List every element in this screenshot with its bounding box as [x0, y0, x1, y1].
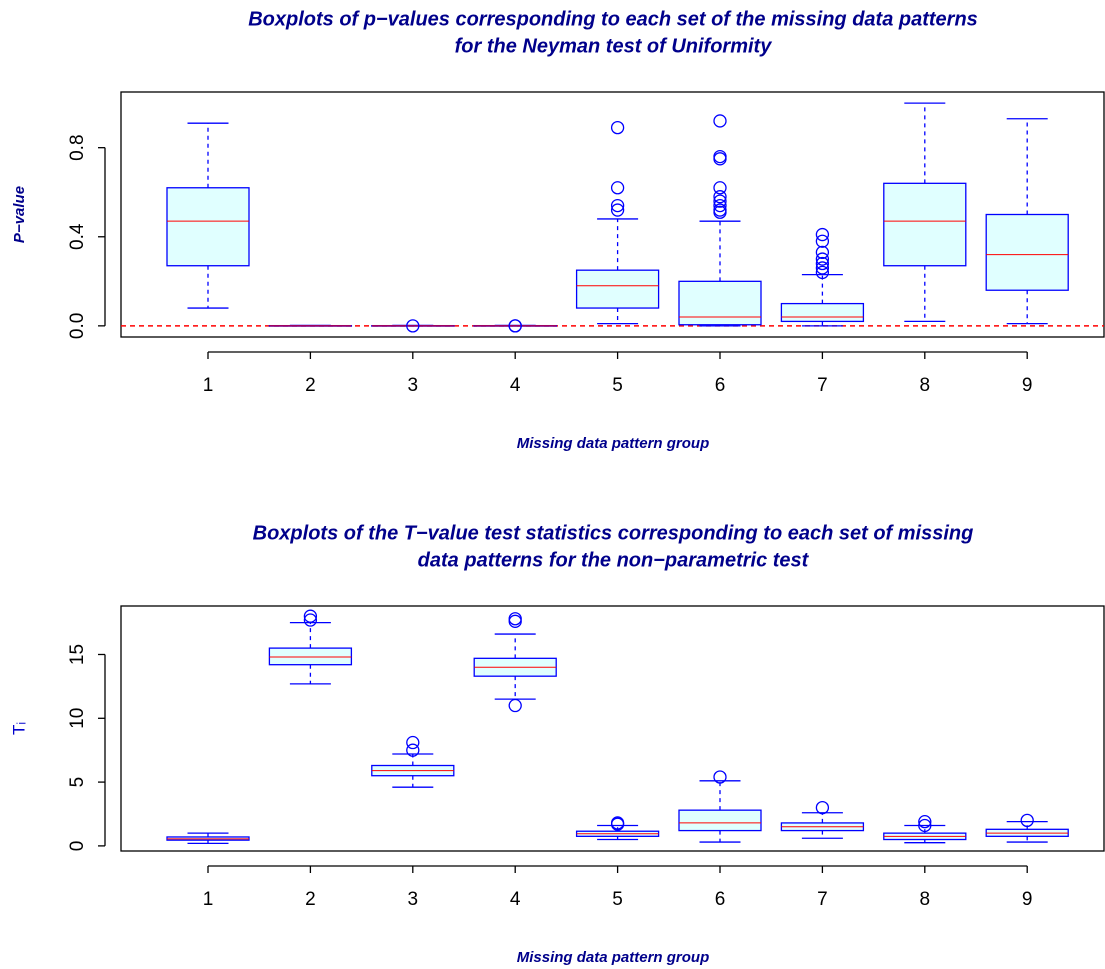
box: [575, 269, 660, 309]
outlier: [918, 815, 932, 829]
outlier: [713, 770, 727, 784]
box: [678, 809, 762, 832]
x-tick-label: 9: [1022, 375, 1033, 396]
outlier: [713, 203, 727, 217]
x-tick-label: 8: [920, 375, 931, 396]
outlier: [713, 181, 727, 195]
x-axis-label: Missing data pattern group: [517, 949, 710, 966]
x-tick-label: 2: [305, 375, 316, 396]
x-tick-label: 7: [817, 375, 828, 396]
outlier: [508, 612, 522, 626]
outlier: [508, 614, 522, 628]
y-tick-label: 0: [67, 841, 88, 852]
y-tick-label: 0.8: [67, 134, 88, 160]
y-tick-label: 0.4: [67, 223, 88, 250]
plot-frame: [120, 605, 1105, 852]
outlier: [610, 181, 625, 195]
outlier: [815, 234, 830, 248]
y-tick-label: 10: [67, 708, 88, 729]
x-tick-label: 6: [715, 889, 726, 910]
x-tick-label: 6: [715, 375, 726, 396]
box: [268, 647, 353, 666]
outlier: [918, 818, 932, 833]
y-tick-label: 5: [67, 777, 88, 788]
box: [780, 302, 865, 323]
x-axis-label: Missing data pattern group: [517, 435, 710, 452]
outlier: [713, 198, 727, 213]
outlier: [815, 261, 830, 275]
chart-title: Boxplots of p−values corresponding to ea…: [248, 8, 978, 30]
outlier: [713, 114, 727, 128]
y-axis-label: P−value: [11, 186, 28, 243]
x-tick-label: 4: [510, 375, 521, 396]
box: [985, 213, 1069, 291]
outlier: [815, 252, 830, 266]
x-tick-label: 3: [408, 889, 419, 910]
outlier: [303, 613, 318, 627]
outlier: [815, 265, 830, 280]
y-tick-label: 0.0: [67, 313, 88, 339]
outlier: [815, 245, 830, 260]
box: [883, 182, 967, 267]
x-tick-label: 4: [510, 889, 521, 910]
y-axis-label: Tᵢ: [9, 722, 28, 735]
outlier: [508, 698, 522, 713]
outlier: [303, 609, 318, 623]
outlier: [610, 203, 625, 217]
outlier: [713, 194, 727, 208]
outlier: [815, 227, 830, 242]
outlier: [610, 198, 625, 213]
box: [166, 187, 250, 267]
chart-title: for the Neyman test of Uniformity: [455, 35, 773, 57]
chart-title: Boxplots of the T−value test statistics …: [253, 522, 974, 544]
outlier: [1020, 813, 1034, 828]
x-tick-label: 5: [612, 375, 623, 396]
outlier: [406, 743, 420, 757]
x-tick-label: 1: [203, 375, 214, 396]
chart-title: data patterns for the non−parametric tes…: [418, 549, 810, 571]
x-tick-label: 3: [408, 375, 419, 396]
outlier: [713, 149, 727, 164]
plot-frame: [120, 91, 1105, 338]
box: [678, 280, 762, 326]
outlier: [610, 816, 625, 830]
outlier: [713, 190, 727, 204]
outlier: [406, 735, 420, 750]
x-tick-label: 7: [817, 889, 828, 910]
x-tick-label: 2: [305, 889, 316, 910]
outlier: [610, 120, 625, 135]
x-tick-label: 9: [1022, 889, 1033, 910]
outlier: [815, 800, 830, 815]
outlier: [508, 319, 522, 333]
outlier: [406, 319, 420, 333]
outlier: [815, 256, 830, 271]
x-tick-label: 5: [612, 889, 623, 910]
x-tick-label: 1: [203, 889, 214, 910]
y-tick-label: 15: [67, 644, 88, 665]
x-tick-label: 8: [920, 889, 931, 910]
